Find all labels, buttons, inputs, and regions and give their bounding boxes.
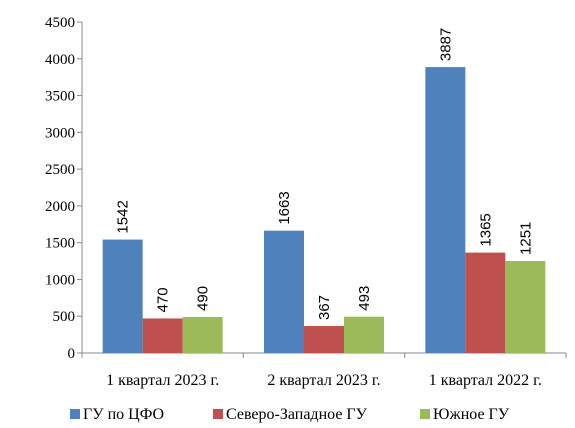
data-label: 3887	[437, 28, 454, 61]
y-tick-label: 1500	[45, 236, 75, 252]
legend-swatch	[420, 409, 430, 419]
y-tick-label: 500	[53, 309, 76, 325]
x-category-label: 1 квартал 2023 г.	[106, 372, 219, 389]
y-axis-ticks: 0 500 1000 1500 2000 2500 3000 3500 4000 4500	[45, 15, 82, 362]
legend-label: ГУ по ЦФО	[83, 406, 164, 423]
bar	[102, 239, 143, 353]
x-category-label: 1 квартал 2022 г.	[429, 372, 542, 389]
legend-label: Северо-Западное ГУ	[226, 406, 368, 423]
data-label: 1542	[115, 200, 132, 233]
bar	[264, 230, 304, 353]
bar	[304, 326, 344, 353]
data-label: 367	[316, 295, 333, 320]
bar	[142, 318, 183, 353]
data-label: 1251	[517, 222, 534, 255]
bar	[505, 260, 546, 353]
data-labels-group: 1542 470 490 1663 367 493 3887 1365 1251	[115, 28, 535, 320]
legend-label: Южное ГУ	[433, 406, 510, 423]
y-tick-label: 0	[68, 346, 76, 362]
data-label: 1365	[477, 213, 494, 246]
data-label: 1663	[276, 191, 293, 224]
bar	[182, 316, 223, 353]
data-label: 493	[356, 286, 373, 311]
bar	[425, 67, 466, 354]
y-tick-label: 4000	[45, 52, 75, 68]
x-axis-labels: 1 квартал 2023 г. 2 квартал 2023 г. 1 квар…	[81, 353, 567, 389]
bar	[465, 252, 506, 353]
data-label: 470	[155, 287, 172, 312]
bars-group	[102, 67, 546, 354]
legend-swatch	[70, 409, 80, 419]
legend: ГУ по ЦФО Северо-Западное ГУ Южное ГУ	[70, 406, 510, 423]
legend-swatch	[213, 409, 223, 419]
y-tick-label: 1000	[45, 272, 75, 288]
y-tick-label: 3500	[45, 89, 75, 105]
y-tick-label: 2000	[45, 199, 75, 215]
x-category-label: 2 квартал 2023 г.	[267, 372, 380, 389]
y-tick-label: 3000	[45, 125, 75, 141]
bar	[344, 316, 384, 353]
y-tick-label: 2500	[45, 162, 75, 178]
data-label: 490	[195, 286, 212, 311]
y-tick-label: 4500	[45, 15, 75, 31]
